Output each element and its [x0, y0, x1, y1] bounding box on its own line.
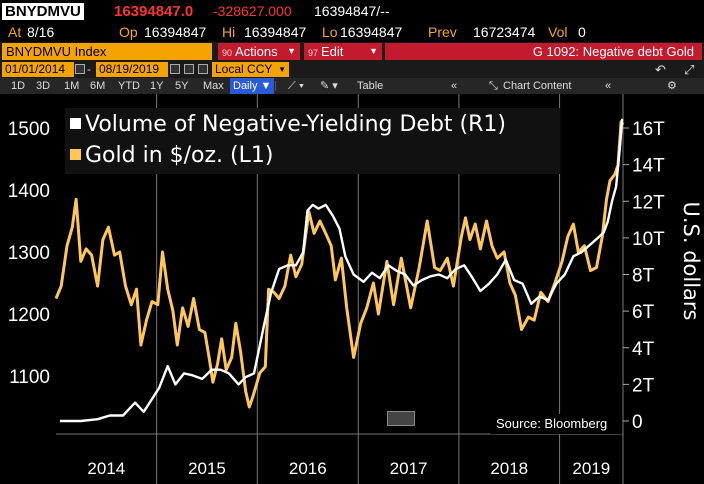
left-tick-label: 1100	[9, 367, 50, 388]
actions-label: Actions	[235, 44, 278, 59]
gold-price-line	[54, 120, 625, 409]
net-change: -328627.000	[213, 3, 292, 19]
chevron-down-icon: ▼	[287, 46, 296, 56]
chart-legend: Volume of Negative-Yielding Debt (R1) Go…	[65, 108, 560, 174]
x-tick-label: 2016	[289, 459, 327, 478]
right-tick-label: 10T	[632, 229, 665, 250]
actions-button[interactable]: 90 Actions ▼	[218, 43, 300, 60]
legend-swatch-debt	[70, 118, 81, 129]
start-date-field[interactable]: 01/01/2014	[2, 62, 74, 77]
time-label: At	[8, 24, 22, 40]
chevron-down-icon: ▼	[278, 65, 286, 74]
period-3d[interactable]: 3D	[36, 80, 51, 92]
actions-number: 90	[222, 48, 233, 58]
chart-content-icon[interactable]: ⤡	[489, 80, 498, 92]
left-tick-label: 1400	[8, 181, 50, 202]
y-axis-labels: 1100 1200 1300 1400 1500 0 2T 4T 6T 8T 10T 12T 14T 16…	[8, 119, 665, 433]
currency-select[interactable]: Local CCY ▼	[212, 62, 289, 77]
left-tick-label: 1500	[8, 119, 50, 140]
edit-button[interactable]: 97 Edit ▼	[304, 43, 382, 60]
high-label: Hi	[222, 24, 236, 40]
right-tick-label: 14T	[632, 156, 665, 177]
frequency-select[interactable]: Daily ▼	[230, 78, 275, 94]
source-label: Source: Bloomberg	[490, 414, 622, 434]
function-toolbar: BNYDMVU Index 90 Actions ▼ 97 Edit ▼ G 109…	[0, 42, 704, 61]
period-ytd[interactable]: YTD	[118, 80, 140, 92]
period-6m[interactable]: 6M	[90, 80, 106, 92]
line-tool-icon[interactable]: ⟋ ▾	[288, 80, 305, 92]
high-value: 16394847	[244, 24, 307, 40]
chart-title-field[interactable]: G 1092: Negative debt Gold	[385, 43, 702, 60]
right-tick-label: 8T	[632, 266, 655, 287]
date-range-bar: 01/01/2014 - 08/19/2019 Local CCY ▼ ↶ ⤢	[0, 61, 704, 78]
open-value: 16394847	[144, 24, 207, 40]
low-value: 16394847	[340, 24, 403, 40]
edit-label: Edit	[321, 44, 344, 59]
collapse-left-icon[interactable]: «	[451, 80, 458, 92]
x-tick-label: 2015	[188, 459, 226, 478]
right-tick-label: 2T	[632, 375, 655, 396]
x-tick-label: 2017	[390, 459, 428, 478]
right-tick-label: 12T	[632, 192, 665, 213]
bid-ask: 16394847/--	[314, 3, 390, 19]
period-1d[interactable]: 1D	[11, 80, 26, 92]
left-tick-label: 1300	[8, 243, 50, 264]
open-label: Op	[119, 24, 138, 40]
ticker-label[interactable]: BNYDMVU	[2, 3, 84, 20]
collapse-left-icon[interactable]: «	[605, 80, 612, 92]
legend-label-debt: Volume of Negative-Yielding Debt (R1)	[85, 112, 506, 137]
x-tick-label: 2014	[87, 459, 125, 478]
period-5y[interactable]: 5Y	[175, 80, 189, 92]
x-tick-label: 2019	[572, 459, 610, 478]
period-1m[interactable]: 1M	[64, 80, 80, 92]
gear-icon[interactable]: ⚙	[667, 80, 677, 92]
time-value: 8/16	[27, 24, 55, 40]
negative-debt-line	[59, 118, 624, 423]
chart-type-button[interactable]	[387, 411, 415, 426]
undo-icon[interactable]: ↶	[655, 62, 666, 77]
calendar-icon[interactable]	[184, 64, 194, 74]
right-tick-label: 16T	[632, 119, 665, 140]
legend-label-gold: Gold in $/oz. (L1)	[85, 143, 274, 168]
table-button[interactable]: Table	[357, 80, 384, 92]
calendar-icon[interactable]	[170, 64, 180, 74]
calendar-icon[interactable]	[198, 64, 208, 74]
calendar-icon[interactable]	[75, 64, 85, 74]
vol-value: 0	[578, 24, 586, 40]
end-date-field[interactable]: 08/19/2019	[96, 62, 168, 77]
divider	[275, 81, 276, 91]
period-1y[interactable]: 1Y	[150, 80, 164, 92]
legend-swatch-gold	[70, 149, 81, 160]
right-tick-label: 4T	[632, 339, 655, 360]
period-bar: 1D 3D 1M 6M YTD 1Y 5Y Max Daily ▼ ⟋ ▾ ✎ …	[0, 78, 704, 94]
quote-bar: BNYDMVU 16394847.0 -328627.000 16394847/…	[0, 0, 704, 22]
legend-item-debt: Volume of Negative-Yielding Debt (R1)	[70, 111, 506, 139]
prev-value: 16723474	[473, 24, 536, 40]
x-axis-labels: 2014 2015 2016 2017 2018 2019	[87, 459, 610, 478]
vol-label: Vol	[548, 24, 568, 40]
right-tick-label: 6T	[632, 302, 655, 323]
security-field[interactable]: BNYDMVU Index	[2, 43, 212, 60]
period-max[interactable]: Max	[203, 80, 224, 92]
prev-label: Prev	[428, 24, 457, 40]
right-tick-label: 0	[632, 412, 643, 433]
left-tick-label: 1200	[8, 305, 50, 326]
frequency-value: Daily	[233, 80, 258, 92]
date-separator: -	[87, 62, 91, 76]
legend-item-gold: Gold in $/oz. (L1)	[70, 142, 273, 170]
expand-icon[interactable]: ⤢	[684, 62, 695, 77]
chart-content-button[interactable]: Chart Content	[503, 80, 572, 92]
right-axis-title: U.S. dollars	[679, 201, 703, 320]
x-tick-label: 2018	[490, 459, 528, 478]
chevron-down-icon: ▼	[369, 46, 378, 56]
draw-tool-icon[interactable]: ✎ ▾	[320, 80, 338, 92]
last-price: 16394847.0	[114, 3, 194, 20]
quote-details: At 8/16 Op 16394847 Hi 16394847 Lo 16394…	[0, 22, 704, 42]
series-lines	[54, 118, 625, 423]
low-label: Lo	[322, 24, 338, 40]
currency-value: Local CCY	[215, 62, 273, 76]
edit-number: 97	[308, 48, 319, 58]
